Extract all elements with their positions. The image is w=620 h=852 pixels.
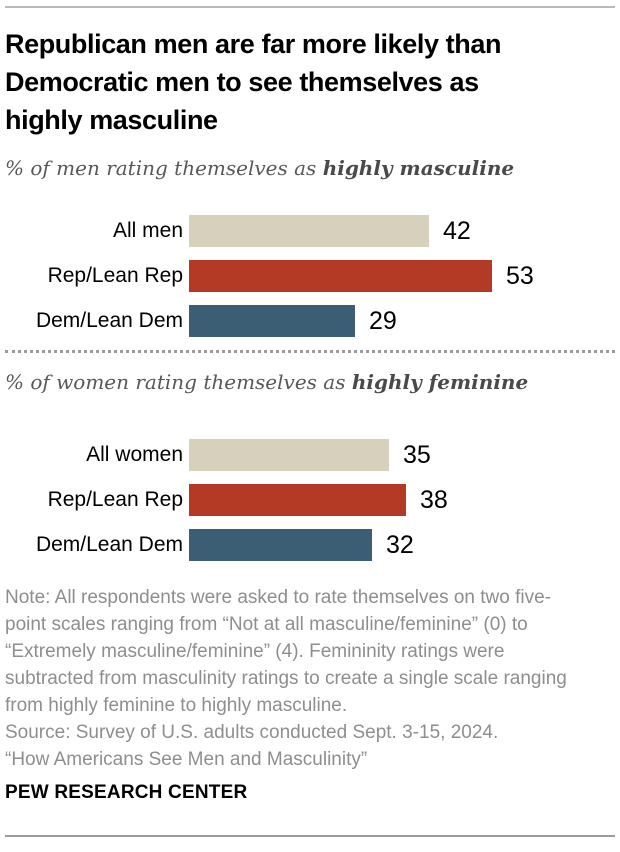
bar-rep-men [189,260,492,292]
title-line: Democratic men to see themselves as [5,67,479,97]
subtitle-text: % of men rating themselves as [5,156,323,180]
source-line: Source: Survey of U.S. adults conducted … [5,722,499,743]
pew-research-center-logo: PEW RESEARCH CENTER [5,782,248,803]
value-label: 29 [369,307,397,335]
value-label: 35 [403,441,431,469]
value-label: 38 [420,486,448,514]
bar-all-men [189,215,429,247]
note-line: “Extremely masculine/feminine” (4). Femi… [5,641,505,662]
value-label: 42 [443,217,471,245]
bar-row-all-women: All women 35 [5,439,615,471]
chart-card: Republican men are far more likely than … [0,6,620,837]
bar-dem-men [189,305,355,337]
value-label: 53 [506,262,534,290]
bar-dem-women [189,529,372,561]
note-line: point scales ranging from “Not at all ma… [5,614,528,635]
note-line: subtracted from masculinity ratings to c… [5,668,567,689]
subtitle-text: % of women rating themselves as [5,370,352,394]
chart-subtitle-men: % of men rating themselves as highly mas… [5,154,615,182]
bottom-divider [5,835,615,837]
category-label: Dem/Lean Dem [35,533,183,556]
subtitle-emphasis: highly feminine [351,370,529,394]
bar-rep-women [189,484,406,516]
category-label: Rep/Lean Rep [47,264,183,287]
value-label: 32 [386,531,414,559]
chart-subtitle-women: % of women rating themselves as highly f… [5,368,615,396]
top-divider [5,6,615,8]
source-line: “How Americans See Men and Masculinity” [5,749,368,770]
bar-row-dem-men: Dem/Lean Dem 29 [5,305,615,337]
page-title: Republican men are far more likely than … [5,25,615,139]
title-line: highly masculine [5,105,218,135]
chart-footnote: Note: All respondents were asked to rate… [5,584,615,773]
subtitle-emphasis: highly masculine [322,156,515,180]
bar-row-rep-women: Rep/Lean Rep 38 [5,484,615,516]
bar-row-dem-women: Dem/Lean Dem 32 [5,529,615,561]
bar-row-all-men: All men 42 [5,215,615,247]
category-label: All men [112,219,183,242]
category-label: Dem/Lean Dem [35,309,183,332]
dotted-divider [5,350,615,353]
note-line: Note: All respondents were asked to rate… [5,587,551,608]
bar-all-women [189,439,389,471]
bar-chart-men: All men 42 Rep/Lean Rep 53 Dem/Lean Dem … [5,215,615,337]
title-line: Republican men are far more likely than [5,29,502,59]
bar-chart-women: All women 35 Rep/Lean Rep 38 Dem/Lean De… [5,439,615,561]
note-line: from highly feminine to highly masculine… [5,695,348,716]
bar-row-rep-men: Rep/Lean Rep 53 [5,260,615,292]
category-label: All women [86,443,183,466]
category-label: Rep/Lean Rep [47,488,183,511]
